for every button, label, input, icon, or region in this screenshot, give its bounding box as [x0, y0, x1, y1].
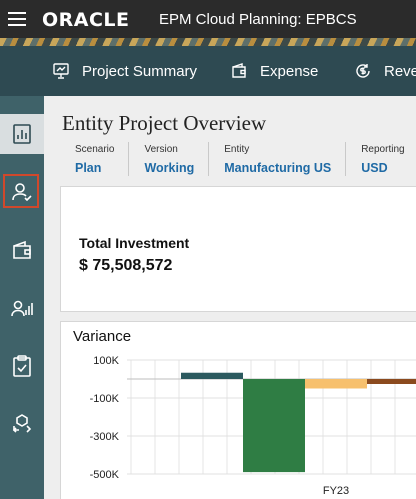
pov-value[interactable]: Plan: [75, 161, 102, 175]
y-tick-label: 100K: [93, 355, 119, 367]
presentation-chart-icon: [53, 63, 69, 79]
pov-entity[interactable]: Entity Manufacturing US: [209, 142, 347, 176]
kpi-label: Total Investment: [79, 235, 190, 251]
header-pattern: [0, 38, 416, 46]
variance-chart-card: Variance 100K -100K -300K -500K FY23: [60, 321, 416, 499]
pov-value[interactable]: Working: [144, 161, 195, 175]
sidebar-item-wallet[interactable]: [0, 230, 44, 270]
dashboard-chart-icon: [13, 124, 31, 144]
pov-version[interactable]: Version Working: [129, 142, 210, 176]
clipboard-check-icon: [13, 355, 31, 377]
tab-label: Expense: [260, 62, 319, 80]
pov-value[interactable]: Manufacturing US: [224, 161, 332, 175]
variance-bar[interactable]: [243, 379, 305, 473]
oracle-logo: ORACLE: [42, 9, 130, 31]
variance-bar[interactable]: [367, 379, 416, 384]
sidebar-item-users[interactable]: [0, 172, 44, 212]
swap-cube-icon: [12, 414, 32, 433]
wallet-icon: [13, 240, 31, 259]
x-category-label: FY23: [323, 485, 349, 497]
pov-reporting[interactable]: Reporting USD: [346, 142, 416, 176]
pov-label: Entity: [224, 144, 250, 155]
variance-bar[interactable]: [305, 379, 367, 389]
tab-label: Project Summary: [82, 62, 198, 80]
page-title: Entity Project Overview: [62, 111, 267, 135]
variance-bar[interactable]: [181, 372, 243, 379]
pov-scenario[interactable]: Scenario Plan: [60, 142, 130, 176]
top-bar: ORACLE EPM Cloud Planning: EPBCS: [0, 0, 416, 46]
selection-frame: [3, 174, 39, 208]
main-content: Entity Project Overview Scenario Plan Ve…: [44, 96, 416, 499]
sidebar-item-transfer[interactable]: [0, 404, 44, 444]
sidebar-item-tasks[interactable]: [0, 346, 44, 386]
tab-expense[interactable]: Expense: [230, 46, 318, 96]
tab-label: Reve: [384, 62, 416, 80]
total-investment-card: Total Investment $ 75,508,572: [60, 186, 416, 312]
tab-project-summary[interactable]: Project Summary: [52, 46, 197, 96]
sidebar: [0, 96, 44, 499]
user-analytics-icon: [11, 300, 33, 317]
sidebar-item-dashboard[interactable]: [0, 114, 44, 154]
hamburger-menu-icon[interactable]: [8, 12, 26, 28]
pov-bar: Scenario Plan Version Working Entity Man…: [60, 142, 416, 176]
dollar-refresh-icon: [356, 64, 370, 78]
variance-chart: 100K -100K -300K -500K FY23: [90, 355, 416, 497]
y-tick-label: -500K: [90, 469, 120, 481]
y-tick-label: -300K: [90, 431, 120, 443]
pov-value[interactable]: USD: [361, 161, 388, 175]
kpi-value: $ 75,508,572: [79, 257, 173, 274]
module-navbar: Project Summary Expense Reve: [0, 46, 416, 96]
chart-title: Variance: [73, 328, 132, 345]
tab-revenue[interactable]: Reve: [354, 46, 416, 96]
app-title: EPM Cloud Planning: EPBCS: [159, 11, 357, 28]
sidebar-item-user-analytics[interactable]: [0, 288, 44, 328]
pov-label: Scenario: [75, 144, 115, 155]
user-check-icon: [12, 183, 32, 202]
y-tick-label: -100K: [90, 393, 120, 405]
pov-label: Reporting: [361, 144, 405, 155]
wallet-icon: [232, 63, 246, 78]
pov-label: Version: [144, 144, 178, 155]
